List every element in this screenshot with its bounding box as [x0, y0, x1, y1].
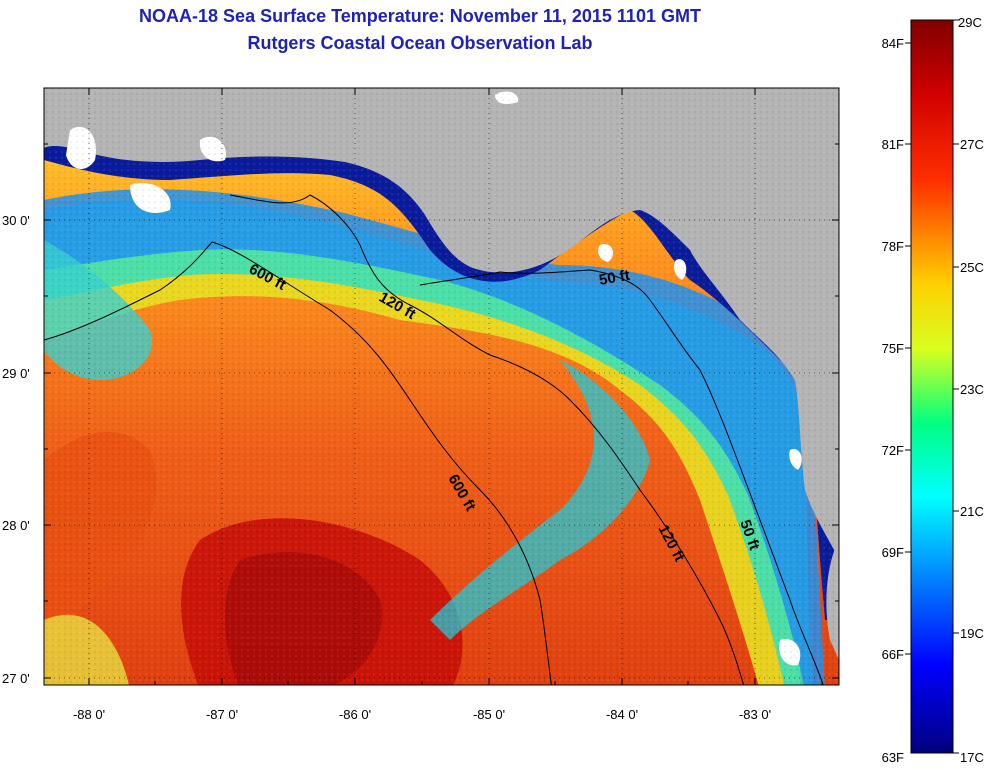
lon-tick-label: -85 0'	[473, 707, 505, 722]
lon-tick-label: -87 0'	[206, 707, 238, 722]
colorbar-f-label: 81F	[882, 137, 904, 152]
lat-tick-label: 29 0'	[2, 366, 30, 381]
frame-ticks	[44, 88, 839, 685]
title-line-2: Rutgers Coastal Ocean Observation Lab	[247, 33, 593, 53]
map-frame	[43, 87, 840, 686]
contour-50ft	[419, 269, 824, 685]
lon-tick-label: -84 0'	[606, 707, 638, 722]
lat-tick-label: 27 0'	[2, 671, 30, 686]
lon-tick-label: -86 0'	[339, 707, 371, 722]
colorbar-f-label: 78F	[882, 239, 904, 254]
lon-tick-label: -83 0'	[739, 707, 771, 722]
colorbar-ticks	[905, 19, 959, 754]
colorbar-f-label: 66F	[882, 647, 904, 662]
texture-overlay	[44, 88, 839, 685]
colorbar-c-label: 21C	[960, 504, 984, 519]
contour-600ft	[44, 241, 552, 685]
lon-tick-label: -88 0'	[73, 707, 105, 722]
colorbar-c-label: 29C	[958, 15, 982, 30]
lat-tick-label: 28 0'	[2, 518, 30, 533]
contour-label-50ft-a: 50 ft	[598, 267, 631, 289]
lat-tick-label: 30 0'	[2, 213, 30, 228]
title-line-1: NOAA-18 Sea Surface Temperature: Novembe…	[139, 6, 701, 26]
colorbar-f-label: 63F	[882, 750, 904, 765]
colorbar-f-label: 75F	[882, 341, 904, 356]
colorbar-c-label: 19C	[960, 626, 984, 641]
colorbar-c-label: 27C	[960, 137, 984, 152]
colorbar-c-label: 17C	[960, 750, 984, 765]
contour-120ft	[229, 194, 745, 685]
colorbar	[910, 19, 954, 754]
colorbar-c-label: 23C	[960, 382, 984, 397]
colorbar-f-label: 84F	[882, 36, 904, 51]
bathymetry-contours	[44, 194, 824, 685]
map-panel	[44, 88, 839, 685]
colorbar-f-label: 72F	[882, 443, 904, 458]
colorbar-f-label: 69F	[882, 545, 904, 560]
colorbar-c-label: 25C	[960, 260, 984, 275]
